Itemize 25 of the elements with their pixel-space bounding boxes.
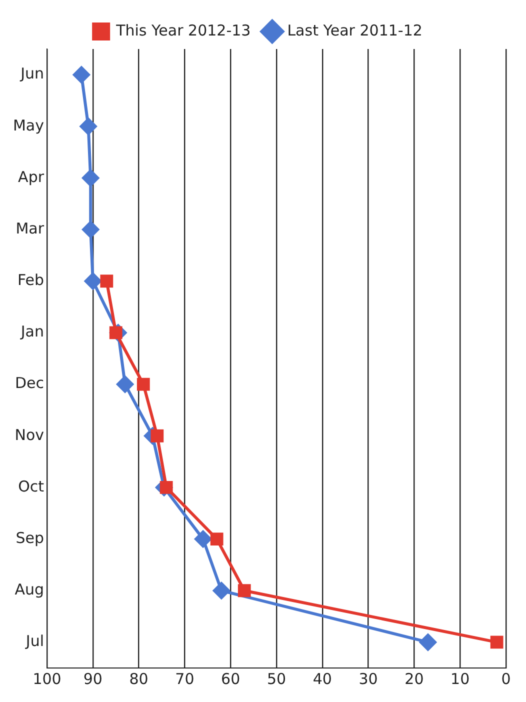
y-tick-label: Jul xyxy=(24,632,44,650)
x-tick-label: 70 xyxy=(175,670,194,688)
x-tick-label: 50 xyxy=(266,670,286,688)
x-tick-label: 30 xyxy=(358,670,378,688)
y-tick-label: Sep xyxy=(16,528,44,547)
y-tick-label: Nov xyxy=(14,426,44,444)
x-tick-label: 80 xyxy=(129,670,148,688)
y-tick-label: Feb xyxy=(17,271,44,290)
legend-label: Last Year 2011-12 xyxy=(287,21,422,40)
x-tick-label: 0 xyxy=(501,670,511,688)
y-tick-label: Mar xyxy=(16,219,45,238)
y-tick-label: Apr xyxy=(18,168,45,186)
y-tick-label: May xyxy=(12,116,44,134)
y-tick-label: Jan xyxy=(20,322,44,341)
x-tick-label: 40 xyxy=(312,670,332,688)
x-tick-label: 10 xyxy=(450,670,470,688)
y-tick-label: Aug xyxy=(14,580,44,599)
x-tick-label: 100 xyxy=(32,670,62,688)
y-tick-label: Dec xyxy=(14,374,44,392)
x-tick-label: 20 xyxy=(404,670,424,688)
x-tick-label: 60 xyxy=(221,670,240,688)
y-tick-label: Oct xyxy=(18,477,44,496)
y-tick-label: Jun xyxy=(20,64,44,83)
legend-label: This Year 2012-13 xyxy=(115,21,251,40)
x-tick-label: 90 xyxy=(83,670,102,688)
